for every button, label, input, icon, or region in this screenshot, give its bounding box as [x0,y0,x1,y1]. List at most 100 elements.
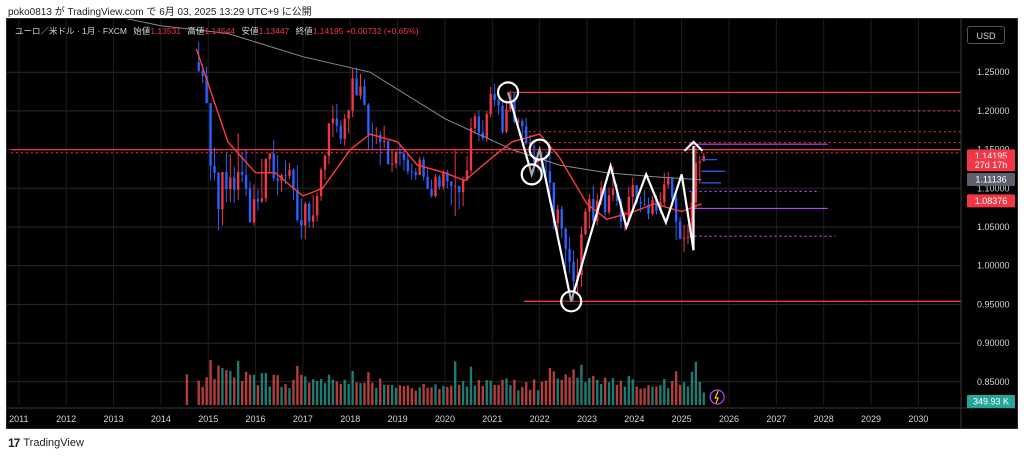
price-label: 27d 17h [975,160,1008,170]
volume-bar [694,361,698,405]
volume-bar [197,380,200,405]
pivot-circle [560,290,583,313]
volume-bar [651,386,654,405]
volume-bar [623,386,627,405]
candle-body [548,171,552,183]
currency-button[interactable]: USD [967,26,1005,44]
chart-frame[interactable]: 1.250001.200001.150001.100001.050001.000… [6,18,1018,429]
volume-bar [430,387,433,405]
candle-body [205,76,208,104]
candle-body [532,144,536,162]
candle-body [536,159,540,162]
volume-bar [284,383,287,405]
candle-body [410,171,413,173]
candle-body [671,178,674,198]
volume-bar [335,381,339,405]
volume-bar [619,380,623,405]
candle-body [229,177,232,190]
volume-bar [343,379,346,405]
candle-body [643,203,646,205]
volume-bar [568,377,571,405]
candle-body [454,185,457,187]
volume-bar [205,377,208,405]
volume-bar [379,378,382,405]
candle-body [552,182,556,224]
volume-bar [260,373,264,405]
volume-bar [667,388,670,405]
candle-body [513,93,516,122]
volume-bar [418,387,421,405]
volume-bar [394,387,398,405]
candle-body [201,70,204,77]
low-value: 1.13447 [258,26,290,36]
candle-body [414,172,417,176]
candle-body [213,165,216,173]
x-tick-label: 2026 [719,414,739,424]
candle-body [363,86,366,105]
volume-bar [465,386,469,405]
x-tick-label: 2014 [151,414,171,424]
x-tick-label: 2029 [861,414,881,424]
candle-body [335,118,339,126]
volume-bar [240,381,244,405]
publish-line: poko0813 が TradingView.com で 6月 03, 2025… [8,7,312,18]
y-tick-label: 0.85000 [977,377,1010,387]
volume-bar [698,381,701,405]
candle-body [284,175,287,177]
volume-bar [217,365,220,405]
candle-body [367,104,370,135]
candle-body [572,261,575,282]
volume-bar [221,368,224,405]
candle-body [607,195,611,213]
volume-bar [659,385,662,405]
volume-bar [603,377,607,405]
volume-label: 349.93 K [973,397,1009,407]
lightning-icon [709,389,725,405]
volume-bar [304,376,307,405]
candle-body [631,185,634,197]
volume-bar [426,387,429,405]
volume-bar [686,386,690,405]
y-tick-label: 1.25000 [977,67,1010,77]
pivot-circle [528,138,551,161]
volume-bar [264,373,268,405]
price-chart[interactable]: 1.250001.200001.150001.100001.050001.000… [7,19,1017,428]
volume-bar [244,371,248,405]
price-label: 1.08376 [975,196,1008,206]
candle-body [663,184,666,203]
volume-bar [674,371,678,405]
candle-body [237,172,240,190]
volume-bar [323,383,327,405]
candle-body [244,175,248,189]
x-tick-label: 2028 [814,414,834,424]
volume-bar [611,378,615,405]
candle-body [485,114,488,138]
ma-fast-line [195,48,702,221]
volume-bar [410,388,413,405]
x-tick-label: 2030 [908,414,928,424]
open-value: 1.13531 [150,26,182,36]
volume-bar [505,378,508,405]
annotations [496,81,725,405]
candle-body [698,161,701,163]
volume-bar [655,386,658,405]
high-value: 1.14544 [204,26,236,36]
candle-body [355,78,358,96]
volume-bar [627,376,630,405]
change-value: +0.00732 (+0.65%) [345,26,419,36]
candle-body [221,172,224,210]
volume-bar [663,378,666,405]
x-tick-label: 2012 [56,414,76,424]
candle-body [292,169,295,190]
volume-bar [402,386,406,405]
x-tick-label: 2023 [577,414,597,424]
candle-body [343,118,346,139]
volume-bar [233,377,236,405]
candle-body [446,172,449,182]
volume-bar [225,370,228,405]
candle-body [465,170,469,181]
volume-bar [185,374,189,405]
pivot-circle [520,163,543,186]
volume-bar [615,384,619,405]
candle-body [217,172,220,210]
